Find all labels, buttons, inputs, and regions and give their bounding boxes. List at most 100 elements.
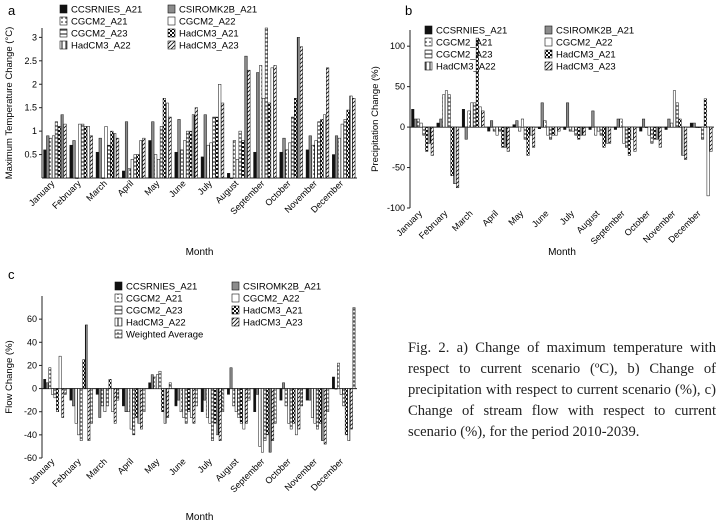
bar bbox=[495, 126, 499, 136]
bar bbox=[430, 126, 434, 156]
bar bbox=[103, 388, 107, 412]
bar bbox=[323, 388, 327, 445]
y-tick-label: -50 bbox=[392, 163, 405, 173]
bar bbox=[695, 126, 699, 128]
bar bbox=[136, 154, 140, 179]
bar bbox=[110, 130, 114, 179]
bar bbox=[279, 388, 283, 401]
bar bbox=[490, 120, 494, 128]
bar bbox=[574, 126, 578, 136]
legend-swatch bbox=[424, 61, 433, 71]
bar bbox=[647, 126, 651, 136]
y-tick-label: -60 bbox=[24, 453, 37, 463]
bar bbox=[195, 388, 198, 407]
bar bbox=[194, 107, 198, 179]
legend-swatch bbox=[424, 37, 433, 47]
bar bbox=[74, 388, 78, 424]
bar bbox=[56, 388, 59, 412]
bar bbox=[134, 388, 138, 418]
y-tick-label: 2 bbox=[32, 79, 37, 89]
bar bbox=[675, 102, 679, 128]
bar bbox=[129, 388, 133, 430]
bar bbox=[177, 388, 180, 401]
bar bbox=[644, 126, 648, 128]
bar bbox=[200, 156, 204, 179]
chart-panel-a: a 0.5 1 1.5 2 2.5 3 Maximum Temperature Change … bbox=[4, 3, 357, 258]
bar bbox=[684, 126, 688, 160]
panel-label: b bbox=[405, 3, 412, 18]
legend-swatch bbox=[544, 25, 553, 35]
x-tick-label: July bbox=[196, 456, 215, 475]
bar bbox=[352, 307, 356, 389]
bar bbox=[253, 388, 257, 412]
bar bbox=[689, 122, 693, 128]
bar bbox=[235, 159, 239, 179]
bar bbox=[642, 118, 646, 128]
bar bbox=[411, 109, 415, 128]
legend-entry: HadCM3_A22 bbox=[126, 318, 186, 329]
legend-swatch bbox=[231, 317, 240, 327]
x-axis-label: Month bbox=[186, 512, 214, 523]
bar bbox=[596, 126, 600, 132]
bar bbox=[427, 126, 431, 144]
y-tick-label: 50 bbox=[395, 82, 405, 92]
bar bbox=[540, 102, 544, 128]
bar bbox=[98, 137, 102, 179]
bar bbox=[162, 98, 166, 179]
bar bbox=[273, 65, 277, 179]
x-tick-label: February bbox=[50, 178, 83, 211]
bar bbox=[703, 98, 707, 128]
bar bbox=[148, 382, 152, 389]
bar bbox=[342, 388, 346, 407]
panel-label: c bbox=[8, 267, 15, 282]
bar bbox=[182, 388, 186, 418]
bar bbox=[208, 388, 212, 424]
bar bbox=[311, 144, 315, 179]
bar bbox=[75, 177, 79, 179]
bar bbox=[89, 135, 93, 179]
bar bbox=[101, 177, 105, 179]
legend-entry: CGCM2_A21 bbox=[436, 38, 493, 49]
y-tick-label: 3 bbox=[32, 32, 37, 42]
bar bbox=[49, 137, 53, 179]
bar bbox=[209, 142, 213, 179]
bar bbox=[60, 114, 64, 179]
legend-entry: CSIROMK2B_A21 bbox=[243, 282, 321, 293]
bar bbox=[227, 388, 230, 395]
bar bbox=[163, 388, 167, 424]
bar bbox=[95, 388, 99, 395]
bar bbox=[113, 388, 117, 424]
bar bbox=[670, 122, 674, 128]
bar bbox=[54, 121, 58, 179]
bar bbox=[253, 151, 257, 179]
bar bbox=[158, 370, 162, 389]
bar bbox=[229, 177, 234, 179]
bar bbox=[122, 170, 126, 179]
bar bbox=[48, 367, 52, 389]
bar bbox=[148, 140, 152, 179]
bar bbox=[58, 355, 62, 389]
bar bbox=[289, 388, 293, 430]
bar bbox=[261, 388, 264, 453]
bar bbox=[212, 116, 216, 179]
legend-swatch bbox=[231, 281, 240, 291]
x-tick-label: July bbox=[558, 208, 577, 227]
y-tick-label: 0 bbox=[400, 122, 405, 132]
bar bbox=[487, 126, 491, 132]
legend-entry: CCSRNIES_A21 bbox=[436, 26, 507, 37]
legend-entry: CGCM2_A22 bbox=[243, 294, 300, 305]
bar bbox=[416, 118, 420, 128]
bar bbox=[264, 27, 268, 179]
bar bbox=[221, 102, 225, 179]
legend-entry: HadCM3_A22 bbox=[436, 62, 496, 73]
bar bbox=[203, 388, 207, 401]
bar bbox=[557, 126, 561, 132]
bar bbox=[506, 126, 510, 152]
y-tick-label: -20 bbox=[24, 407, 37, 417]
bar bbox=[633, 126, 637, 152]
y-tick-label: 20 bbox=[27, 360, 37, 370]
y-tick-label: 1 bbox=[32, 126, 37, 136]
x-tick-label: March bbox=[84, 178, 109, 203]
bar bbox=[189, 130, 193, 179]
x-tick-label: March bbox=[450, 208, 475, 233]
